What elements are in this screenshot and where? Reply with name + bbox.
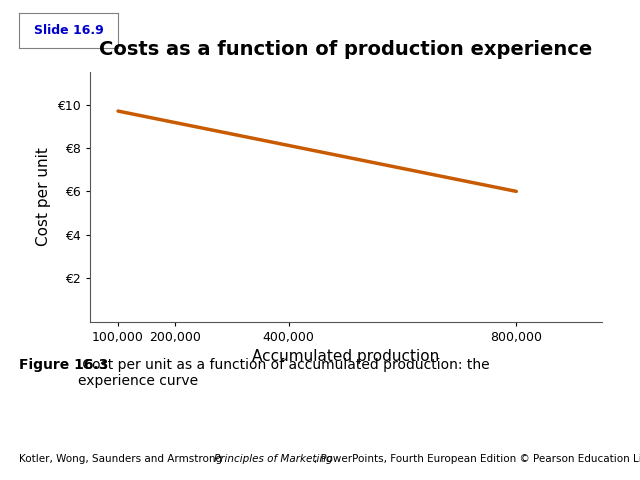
Y-axis label: Cost per unit: Cost per unit xyxy=(36,147,51,246)
Title: Costs as a function of production experience: Costs as a function of production experi… xyxy=(99,40,592,60)
Text: , PowerPoints, Fourth European Edition © Pearson Education Limited 2005: , PowerPoints, Fourth European Edition ©… xyxy=(314,454,640,464)
Text: Slide 16.9: Slide 16.9 xyxy=(34,24,104,37)
Text: Figure 16.3: Figure 16.3 xyxy=(19,358,109,372)
Text: Kotler, Wong, Saunders and Armstrong: Kotler, Wong, Saunders and Armstrong xyxy=(19,454,225,464)
Text: Cost per unit as a function of accumulated production: the
experience curve: Cost per unit as a function of accumulat… xyxy=(78,358,490,388)
Text: Principles of Marketing: Principles of Marketing xyxy=(214,454,333,464)
X-axis label: Accumulated production: Accumulated production xyxy=(252,349,439,364)
